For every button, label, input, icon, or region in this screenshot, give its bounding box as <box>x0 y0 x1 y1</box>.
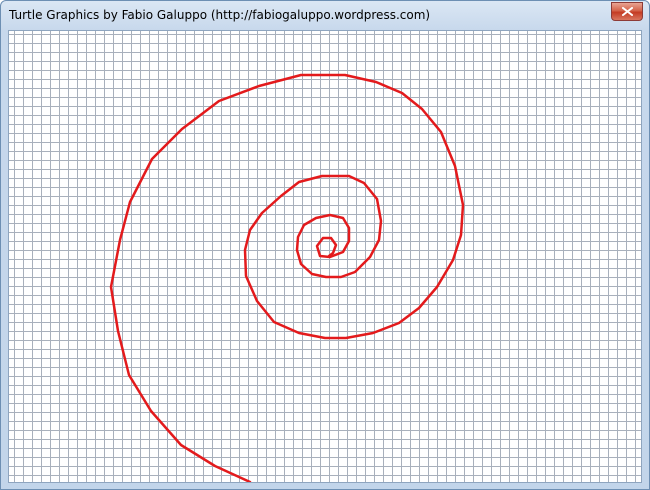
close-icon <box>622 7 633 16</box>
spiral-path <box>109 73 465 482</box>
title-bar[interactable]: Turtle Graphics by Fabio Galuppo (http:/… <box>1 1 649 29</box>
drawing-canvas[interactable] <box>8 30 642 483</box>
turtle-canvas <box>9 31 641 482</box>
grid <box>9 31 641 482</box>
close-button[interactable] <box>611 2 643 21</box>
window-title: Turtle Graphics by Fabio Galuppo (http:/… <box>9 8 431 22</box>
